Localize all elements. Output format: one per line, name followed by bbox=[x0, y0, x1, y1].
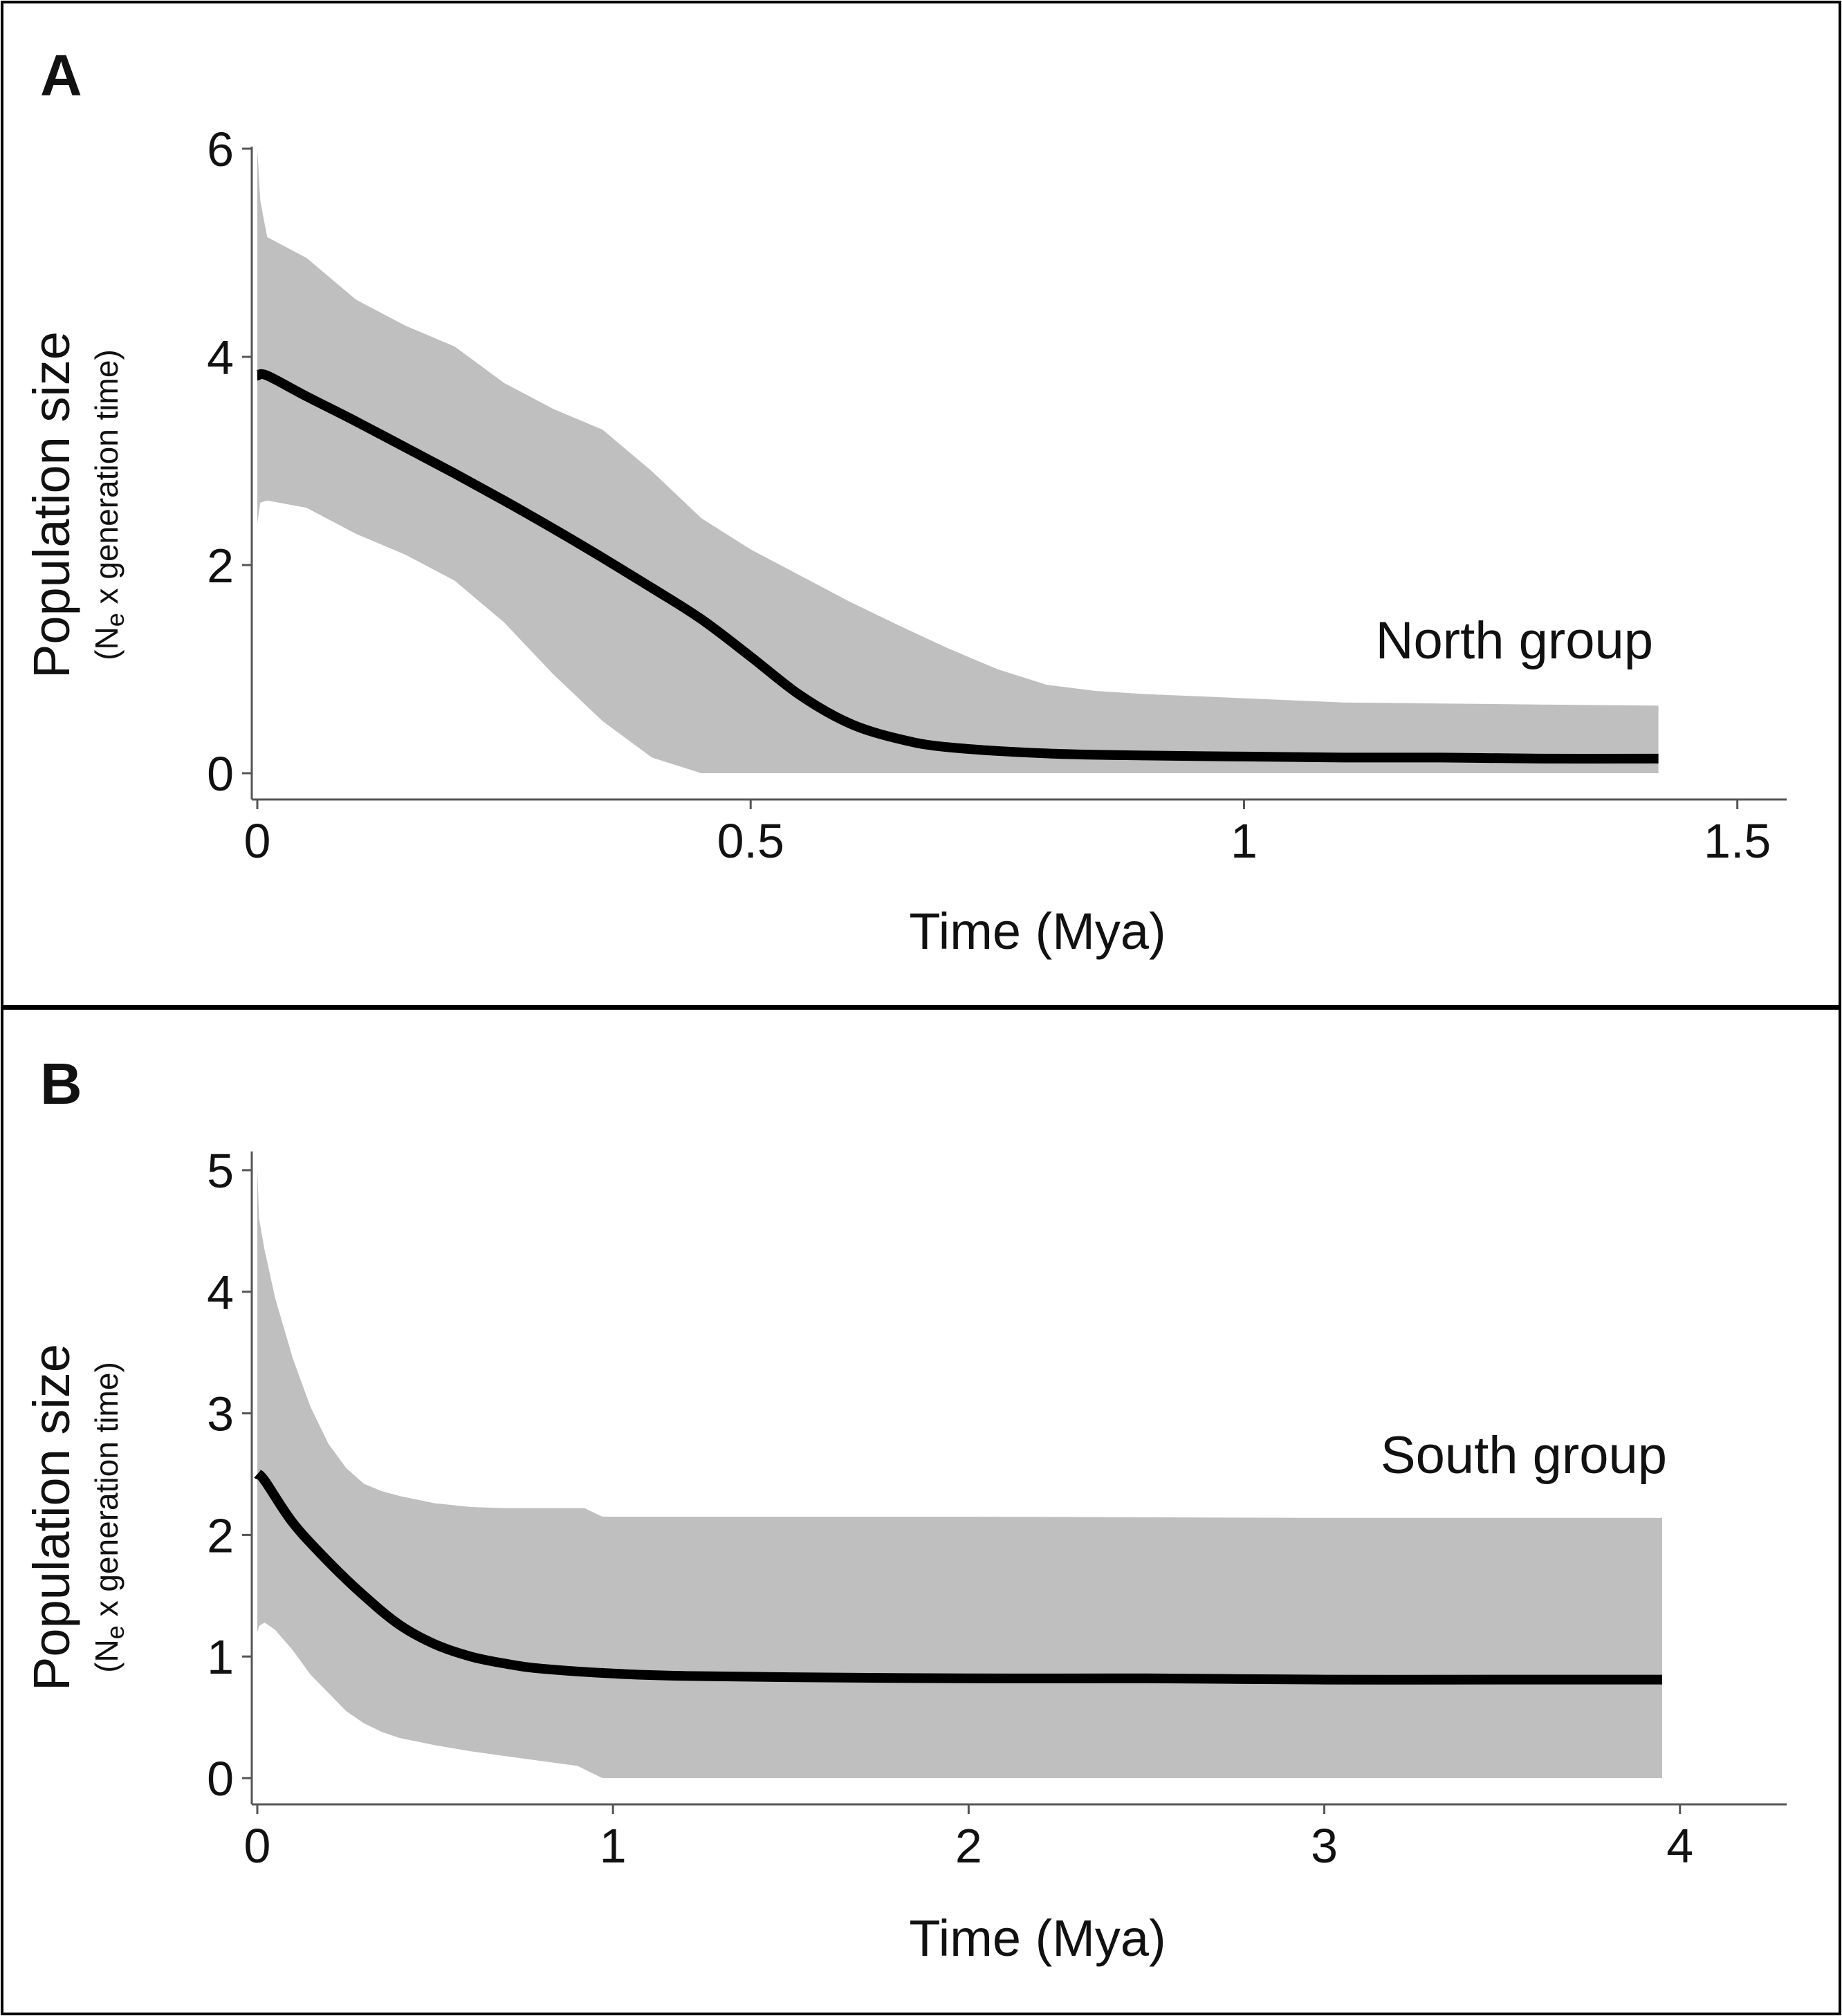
y-axis-title: Population size bbox=[23, 1344, 80, 1691]
x-tick-label: 1 bbox=[1231, 814, 1258, 868]
x-tick-label: 2 bbox=[955, 1819, 982, 1873]
group-label-north: North group bbox=[1376, 611, 1653, 670]
y-axis-subtitle: (Ne x generation time) bbox=[89, 1362, 129, 1673]
x-axis-title: Time (Mya) bbox=[909, 903, 1166, 960]
x-axis-title: Time (Mya) bbox=[909, 1909, 1166, 1967]
panel-b-letter: B bbox=[40, 1051, 82, 1116]
x-tick-label: 1 bbox=[600, 1819, 627, 1873]
panel-a-letter: A bbox=[40, 43, 82, 108]
x-tick-label: 0.5 bbox=[717, 814, 784, 868]
y-tick-label: 1 bbox=[207, 1630, 234, 1684]
panel-a-frame bbox=[1, 1, 1841, 1008]
y-tick-label: 0 bbox=[207, 1752, 234, 1806]
x-tick-label: 0 bbox=[244, 814, 271, 868]
hpd-ribbon bbox=[257, 1170, 1662, 1778]
y-tick-label: 2 bbox=[207, 1508, 234, 1562]
group-label-south: South group bbox=[1381, 1426, 1667, 1485]
y-tick-label: 6 bbox=[207, 122, 234, 176]
y-tick-label: 2 bbox=[207, 539, 234, 593]
panel-b-frame bbox=[1, 1007, 1841, 2015]
y-tick-label: 4 bbox=[207, 331, 234, 385]
x-tick-label: 3 bbox=[1311, 1819, 1338, 1873]
y-tick-label: 0 bbox=[207, 747, 234, 801]
x-tick-label: 1.5 bbox=[1704, 814, 1771, 868]
x-tick-label: 4 bbox=[1666, 1819, 1693, 1873]
hpd-ribbon bbox=[257, 149, 1659, 773]
x-tick-label: 0 bbox=[244, 1819, 271, 1873]
y-tick-label: 4 bbox=[207, 1266, 234, 1320]
panel-a: A 0 0.5 1 1.5 0 2 4 6 North group Time (Mya) Po… bbox=[23, 43, 1787, 960]
y-axis-title: Population size bbox=[23, 331, 80, 678]
median-line bbox=[254, 1469, 1662, 1685]
y-tick-label: 5 bbox=[207, 1144, 234, 1198]
panel-b: B 0 1 2 3 4 0 1 2 3 4 5 South group Time (Mya) Pop… bbox=[23, 1051, 1787, 1967]
median-line bbox=[255, 369, 1659, 764]
y-tick-label: 3 bbox=[207, 1387, 234, 1441]
y-axis-subtitle: (Ne x generation time) bbox=[89, 349, 129, 660]
